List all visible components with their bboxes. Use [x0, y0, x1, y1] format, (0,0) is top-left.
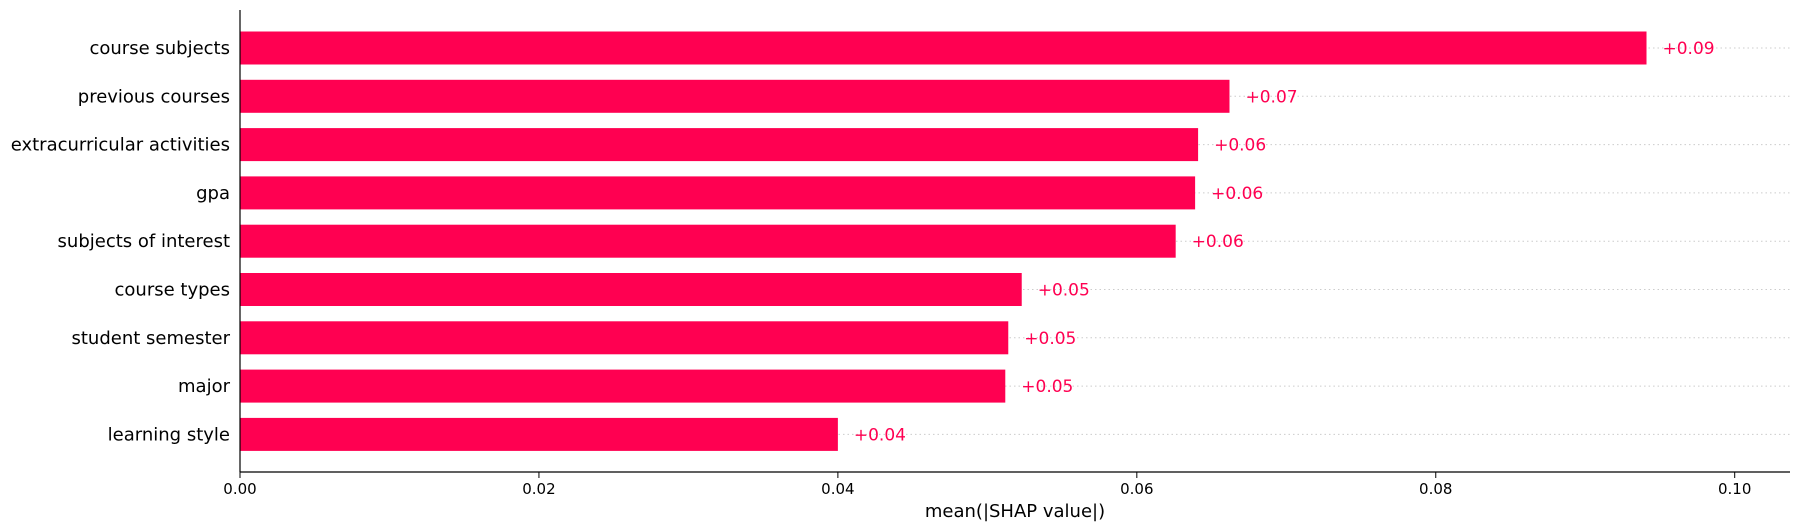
bar — [240, 128, 1199, 162]
x-axis-title: mean(|SHAP value|) — [925, 501, 1105, 522]
bar-value-label: +0.09 — [1663, 39, 1715, 59]
bar — [240, 79, 1230, 113]
x-tick-label: 0.04 — [821, 480, 854, 498]
bar-value-label: +0.06 — [1211, 184, 1263, 204]
bar — [240, 369, 1006, 403]
bar-value-label: +0.07 — [1245, 87, 1297, 107]
x-tick-label: 0.02 — [522, 480, 555, 498]
bar — [240, 176, 1196, 210]
bar — [240, 31, 1647, 65]
bar-value-label: +0.06 — [1192, 232, 1244, 252]
category-label: learning style — [108, 424, 230, 445]
category-label: course subjects — [89, 38, 230, 59]
category-label: extracurricular activities — [11, 135, 230, 156]
x-tick-label: 0.08 — [1419, 480, 1452, 498]
bars-group — [240, 31, 1647, 451]
category-label: major — [178, 376, 231, 397]
bar — [240, 273, 1022, 306]
bar-value-label: +0.05 — [1038, 281, 1090, 301]
bar — [240, 224, 1176, 258]
bar-value-labels: +0.09 +0.07 +0.06 +0.06 +0.06 +0.05 +0.05 +0.05… — [854, 39, 1715, 445]
x-tick-label: 0.06 — [1120, 480, 1153, 498]
bar — [240, 321, 1009, 355]
category-label: gpa — [196, 183, 230, 204]
x-axis-ticks: 0.00 0.02 0.04 0.06 0.08 0.10 — [223, 472, 1751, 498]
category-labels: course subjects previous courses extracurr… — [11, 38, 231, 445]
category-label: subjects of interest — [58, 231, 230, 252]
category-label: previous courses — [78, 86, 230, 107]
category-label: student semester — [71, 328, 230, 349]
bar — [240, 417, 838, 451]
bar-value-label: +0.05 — [1024, 329, 1076, 349]
bar-value-label: +0.04 — [854, 425, 906, 445]
bar-value-label: +0.05 — [1021, 377, 1073, 397]
x-tick-label: 0.10 — [1718, 480, 1751, 498]
bar-value-label: +0.06 — [1214, 136, 1266, 156]
category-label: course types — [115, 280, 230, 301]
x-tick-label: 0.00 — [223, 480, 256, 498]
